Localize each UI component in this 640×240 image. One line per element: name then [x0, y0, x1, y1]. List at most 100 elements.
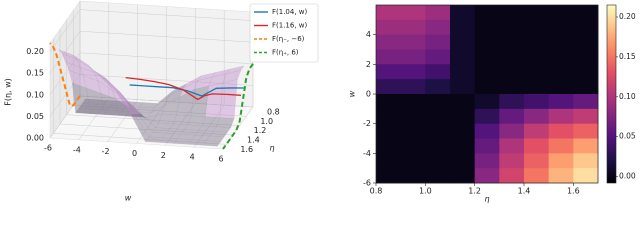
heat-cell	[376, 64, 402, 80]
heat-cell	[425, 94, 451, 110]
heat-cell	[400, 19, 426, 36]
surface-patch	[68, 70, 87, 89]
heat-cell	[524, 138, 550, 154]
surface-patch	[76, 58, 95, 73]
surface-patch	[172, 114, 192, 125]
heat-cell	[499, 138, 525, 154]
y-tick-label: 1.4	[247, 136, 260, 145]
heat-cell	[474, 64, 500, 80]
heat-cell	[524, 49, 550, 65]
heat-cell	[474, 153, 500, 169]
surface-patch	[180, 129, 199, 136]
x-tick-label: -6	[44, 144, 52, 153]
heat-cell	[548, 5, 574, 21]
y-axis-label: w	[348, 90, 357, 97]
surface-patch	[166, 128, 185, 135]
surface-patch	[145, 136, 164, 143]
surface-patch	[150, 95, 170, 113]
heat-cell	[450, 34, 476, 50]
heat-cell	[573, 64, 599, 80]
surface-patch	[201, 116, 220, 127]
heat-cell	[400, 49, 426, 65]
heat-cell	[573, 34, 599, 50]
heat-cell	[573, 123, 599, 139]
surface-patch	[137, 113, 156, 133]
y-axis-label: η	[269, 144, 274, 153]
heat-cell	[425, 138, 451, 154]
heat-cell	[524, 123, 550, 139]
y-tick-label: 0.8	[267, 108, 280, 117]
heat-cell	[524, 153, 550, 169]
series-line	[129, 84, 246, 97]
heat-cell	[499, 94, 525, 110]
heat-cell	[474, 19, 500, 36]
surface-patch	[118, 110, 137, 117]
x-tick-label: 2	[161, 151, 166, 160]
x-tick-label: 1.6	[567, 187, 580, 196]
surface-patch	[155, 122, 174, 129]
surface-patch	[226, 65, 245, 74]
surface-patch	[147, 104, 166, 118]
heat-cell	[524, 5, 550, 21]
heat-cell	[573, 5, 599, 21]
heat-cell	[376, 108, 402, 125]
heat-cell	[450, 138, 476, 154]
heat-cell	[524, 94, 550, 110]
surface-patch	[86, 87, 105, 115]
heat-cell	[425, 64, 451, 80]
heat-cell	[499, 64, 525, 80]
heat-cell	[499, 123, 525, 139]
heat-cell	[548, 79, 574, 95]
heat-cell	[425, 19, 451, 36]
colorbar	[606, 4, 617, 184]
heat-cell	[400, 153, 426, 169]
heat-cell	[474, 49, 500, 65]
y-tick-label: 1.2	[254, 126, 267, 135]
surface-patch	[188, 139, 207, 146]
heat-cell	[376, 34, 402, 50]
heat-cell	[376, 5, 402, 21]
legend-label: F(η₊, 6)	[272, 49, 299, 57]
surface-patch	[100, 93, 119, 116]
heat-cell	[400, 64, 426, 80]
surface-patch	[75, 107, 94, 114]
heat-cell	[376, 138, 402, 154]
x-tick-label: 0	[132, 149, 137, 158]
surface-patch	[130, 114, 149, 142]
surface-patch	[132, 111, 152, 118]
heat-cell	[400, 138, 426, 154]
heat-cell	[548, 49, 574, 65]
heat-cell	[400, 5, 426, 21]
surface-patch	[176, 89, 195, 116]
grid-line	[49, 30, 254, 74]
surface-patch	[61, 53, 81, 68]
x-axis-label: w	[125, 194, 132, 203]
z-axis-label: F(η, w)	[4, 78, 13, 106]
heat-cell	[499, 153, 525, 169]
surface-patch	[211, 68, 231, 78]
surface-patch	[83, 75, 102, 94]
heat-cell	[376, 123, 402, 139]
surface-patch	[105, 77, 124, 97]
heat-cell	[450, 123, 476, 139]
surface-patch	[121, 106, 141, 112]
surface-patch	[115, 98, 134, 117]
heat-cell	[474, 168, 500, 184]
surface-patch	[126, 99, 145, 118]
heat-cell	[548, 168, 574, 184]
heat-cell	[573, 19, 599, 36]
heat-cell	[524, 79, 550, 95]
surface-patch	[212, 126, 232, 133]
colorbar-tick-label: 0.20	[619, 12, 636, 21]
surface-patch	[73, 54, 92, 69]
surface-patch	[93, 104, 112, 111]
heat-cell	[450, 49, 476, 65]
series-line	[222, 63, 254, 150]
legend-box	[249, 3, 319, 63]
x-tick-label: 1.0	[419, 187, 432, 196]
heat-cell	[548, 19, 574, 36]
heat-cell	[450, 94, 476, 110]
heat-cell	[376, 153, 402, 169]
heat-cell	[450, 5, 476, 21]
heat-cell	[474, 5, 500, 21]
